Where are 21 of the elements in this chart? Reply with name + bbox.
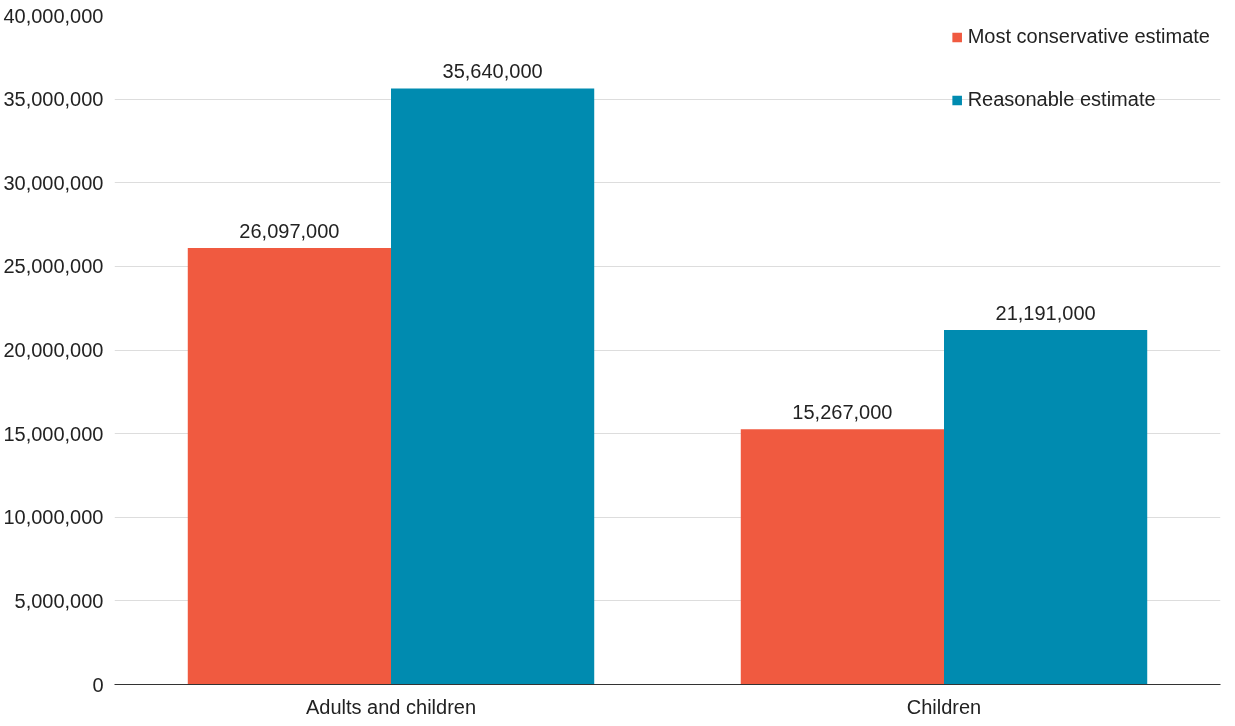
y-tick-label: 35,000,000	[3, 88, 104, 111]
y-tick-label: 40,000,000	[3, 4, 104, 27]
x-tick-label: Children	[906, 695, 982, 718]
data-label: 15,267,000	[792, 401, 893, 424]
y-tick-label: 0	[92, 673, 104, 696]
bar	[187, 248, 391, 685]
bar	[740, 429, 944, 685]
y-tick-label: 15,000,000	[3, 422, 104, 445]
y-tick-label: 10,000,000	[3, 506, 104, 529]
y-tick-label: 20,000,000	[3, 339, 104, 361]
x-tick-label: Adults and children	[305, 695, 477, 718]
y-tick-label: 30,000,000	[3, 171, 104, 194]
y-tick-label: 25,000,000	[3, 255, 104, 278]
data-label: 21,191,000	[995, 302, 1096, 325]
y-tick-label: 5,000,000	[14, 589, 104, 612]
legend-label: Most conservative estimate	[967, 25, 1210, 48]
bar	[944, 330, 1148, 685]
data-label: 35,640,000	[442, 60, 543, 83]
bar	[391, 88, 595, 685]
data-label: 26,097,000	[239, 220, 340, 243]
legend-label: Reasonable estimate	[967, 88, 1156, 111]
